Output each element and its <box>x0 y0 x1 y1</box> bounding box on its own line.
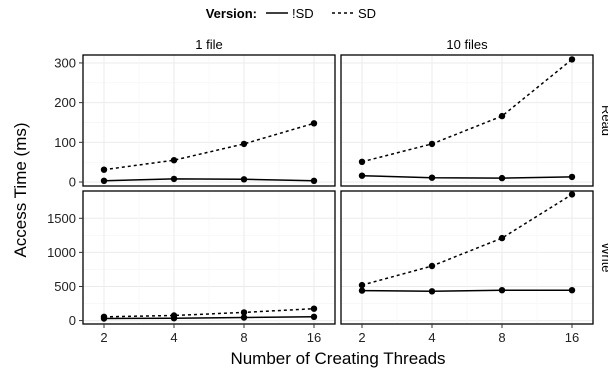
data-point-sd <box>568 191 576 198</box>
panel <box>340 54 594 187</box>
data-point-not-sd <box>170 175 178 183</box>
column-strip-label: 1 file <box>195 37 222 52</box>
y-tick-label: 0 <box>69 313 76 328</box>
data-point-sd <box>568 56 576 63</box>
legend: Version: !SD SD <box>206 6 376 21</box>
column-strip <box>83 37 335 54</box>
data-point-sd <box>358 158 366 165</box>
series-line-sd <box>103 307 315 318</box>
x-tick-label: 4 <box>170 330 177 345</box>
row-strip-label: Write <box>599 242 608 272</box>
y-axis-title: Access Time (ms) <box>11 122 30 257</box>
panel-border <box>82 190 336 325</box>
data-point-not-sd <box>568 287 576 294</box>
data-point-not-sd <box>310 177 318 184</box>
y-tick-label: 0 <box>69 175 76 190</box>
x-tick-label: 16 <box>307 330 321 345</box>
panel <box>82 54 336 187</box>
data-point-not-sd <box>498 174 506 182</box>
data-point-sd <box>428 140 436 148</box>
legend-title: Version: <box>206 6 257 21</box>
series-line-not-sd <box>103 316 315 320</box>
data-point-sd <box>498 234 506 242</box>
x-tick-label: 8 <box>498 330 505 345</box>
data-point-sd <box>240 140 248 148</box>
data-point-sd <box>240 309 248 316</box>
data-point-sd <box>310 305 318 312</box>
x-tick-label: 16 <box>565 330 579 345</box>
y-tick-label: 100 <box>54 135 76 150</box>
data-point-sd <box>170 312 178 319</box>
series-line-not-sd <box>361 289 572 293</box>
y-tick-label: 200 <box>54 95 76 110</box>
x-tick-label: 8 <box>240 330 247 345</box>
panel-border <box>340 190 594 325</box>
data-point-sd <box>100 313 108 320</box>
data-point-not-sd <box>498 287 506 294</box>
y-tick-label: 1500 <box>47 211 76 226</box>
data-point-sd <box>100 166 108 173</box>
y-tick-label: 1000 <box>47 245 76 260</box>
data-point-not-sd <box>568 173 576 181</box>
panel <box>82 190 336 325</box>
data-point-sd <box>498 112 506 120</box>
data-point-not-sd <box>358 287 366 294</box>
column-strip <box>341 37 593 54</box>
x-axis-title: Number of Creating Threads <box>230 349 445 368</box>
data-point-not-sd <box>240 314 248 321</box>
data-point-not-sd <box>240 176 248 183</box>
series-line-not-sd <box>361 174 573 179</box>
data-point-not-sd <box>428 174 436 181</box>
data-point-sd <box>170 157 178 164</box>
x-tick-label: 2 <box>358 330 365 345</box>
y-tick-label: 500 <box>54 279 76 294</box>
legend-label-sd: SD <box>358 6 376 21</box>
data-point-sd <box>358 281 366 289</box>
data-point-not-sd <box>428 288 436 295</box>
column-strip-label: 10 files <box>446 37 488 52</box>
row-strip-label: Read <box>599 105 608 136</box>
series-line-sd <box>361 58 573 163</box>
data-point-sd <box>310 120 318 127</box>
panel-border <box>340 54 594 187</box>
x-tick-label: 2 <box>100 330 107 345</box>
legend-label-not-sd: !SD <box>292 6 314 21</box>
series-line-sd <box>361 193 573 286</box>
panel-border <box>82 54 336 187</box>
series-line-not-sd <box>103 178 315 182</box>
data-point-not-sd <box>358 172 366 179</box>
x-tick-label: 4 <box>428 330 435 345</box>
data-point-not-sd <box>100 177 108 184</box>
y-tick-label: 300 <box>54 55 76 70</box>
panel <box>340 190 594 325</box>
data-point-sd <box>428 262 436 270</box>
data-point-not-sd <box>310 313 318 320</box>
